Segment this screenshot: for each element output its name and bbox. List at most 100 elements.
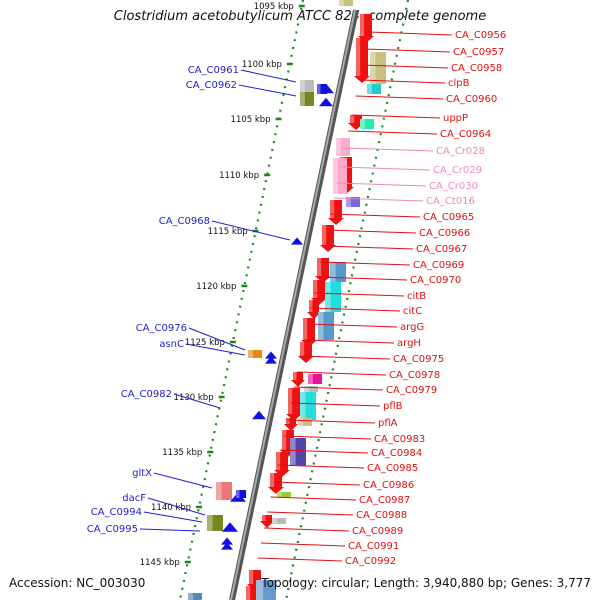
gene-body — [293, 372, 303, 380]
gene-feature — [333, 158, 347, 194]
gene-label-CA_Ct016: CA_Ct016 — [426, 196, 475, 207]
gene-label-CA_C0969: CA_C0969 — [413, 260, 464, 271]
gene-forward — [307, 300, 321, 319]
gene-feature — [272, 518, 286, 524]
label-leader-line — [238, 84, 297, 97]
gene-label-CA_C0961: CA_C0961 — [188, 65, 239, 76]
gene-feature — [318, 312, 334, 340]
gene-body — [262, 515, 272, 521]
gene-feature — [346, 197, 360, 207]
label-leader-line — [257, 557, 343, 562]
gene-feature — [248, 350, 262, 358]
gene-label-CA_C0962: CA_C0962 — [186, 80, 237, 91]
gene-reverse-arrow — [265, 351, 277, 359]
gene-shine — [367, 84, 372, 94]
gene-reverse-arrow — [222, 522, 238, 532]
gene-label-CA_C0965: CA_C0965 — [423, 212, 474, 223]
gene-forward — [291, 372, 305, 387]
gene-shine — [293, 372, 297, 380]
gene-shine — [300, 392, 306, 420]
gene-body — [304, 386, 318, 392]
gene-feature — [304, 386, 318, 392]
gene-forward — [268, 473, 284, 494]
gene-shine — [216, 482, 222, 500]
gene-forward — [354, 38, 370, 83]
gene-shine — [282, 430, 287, 450]
gene-shine — [300, 342, 305, 356]
gene-arrowhead — [268, 487, 284, 494]
scale-label: 1115 kbp — [208, 227, 248, 237]
gene-body — [300, 80, 314, 92]
label-leader-line — [263, 527, 350, 532]
gene-shine — [248, 350, 253, 358]
label-leader-line — [293, 386, 384, 391]
gene-feature — [308, 374, 322, 384]
gene-body — [330, 262, 346, 282]
gene-shine — [298, 418, 303, 426]
label-leader-line — [317, 276, 408, 281]
gene-label-CA_C0976: CA_C0976 — [136, 323, 187, 334]
gene-shine — [370, 52, 376, 84]
scale-label: 1145 kbp — [140, 558, 180, 568]
gene-forward — [286, 388, 302, 421]
gene-shine — [300, 92, 305, 106]
gene-label-CA_C0982: CA_C0982 — [121, 389, 172, 400]
gene-body — [248, 350, 262, 358]
gene-shine — [317, 84, 321, 94]
scale-label: 1140 kbp — [151, 503, 191, 513]
gene-arrowhead — [286, 414, 302, 421]
gene-feature — [367, 84, 381, 94]
gene-body — [336, 138, 350, 156]
gene-body — [308, 374, 322, 384]
label-leader-line — [267, 511, 354, 516]
label-leader-line — [286, 419, 376, 424]
gene-label-argG: argG — [400, 322, 424, 333]
gene-body — [350, 115, 362, 123]
gene-shine — [318, 312, 324, 340]
gene-reverse-arrow — [291, 237, 303, 245]
gene-label-CA_C0975: CA_C0975 — [393, 354, 444, 365]
gene-label-argH: argH — [397, 338, 421, 349]
scale-label: 1100 kbp — [242, 60, 282, 70]
gene-shine — [360, 119, 365, 129]
gene-body — [272, 518, 286, 524]
gene-label-CA_C0989: CA_C0989 — [352, 526, 403, 537]
label-leader-line — [260, 542, 346, 547]
gene-label-clpB: clpB — [448, 78, 470, 89]
gene-label-CA_C0987: CA_C0987 — [359, 495, 410, 506]
label-leader-line — [365, 48, 451, 53]
gene-shine — [346, 197, 351, 207]
label-leader-line — [313, 292, 405, 297]
gene-shine — [339, 0, 344, 6]
gene-feature — [360, 119, 374, 129]
gene-body — [303, 318, 315, 340]
label-leader-line — [185, 343, 246, 356]
gene-label-CA_C0988: CA_C0988 — [356, 510, 407, 521]
gene-shine — [350, 115, 355, 123]
gene-body — [290, 438, 306, 466]
label-leader-line — [344, 147, 434, 152]
gene-forward — [328, 200, 344, 225]
label-leader-line — [337, 182, 427, 187]
gene-shine — [333, 158, 338, 194]
gene-body — [360, 119, 374, 129]
label-leader-line — [280, 449, 369, 454]
gene-label-CA_C0991: CA_C0991 — [348, 541, 399, 552]
gene-label-citB: citB — [407, 291, 426, 302]
scale-label: 1135 kbp — [162, 448, 202, 458]
gene-body — [286, 418, 296, 424]
gene-shine — [330, 200, 335, 218]
gene-label-CA_C0994: CA_C0994 — [91, 507, 142, 518]
gene-body — [300, 392, 316, 420]
gene-body — [256, 580, 276, 600]
label-leader-line — [211, 220, 291, 241]
label-leader-line — [307, 323, 398, 328]
gene-shine — [207, 515, 213, 531]
gene-feature — [188, 593, 202, 600]
label-leader-line — [153, 472, 213, 489]
gene-shine — [330, 262, 336, 282]
gene-label-CA_C0957: CA_C0957 — [453, 47, 504, 58]
gene-label-CA_C0958: CA_C0958 — [451, 63, 502, 74]
